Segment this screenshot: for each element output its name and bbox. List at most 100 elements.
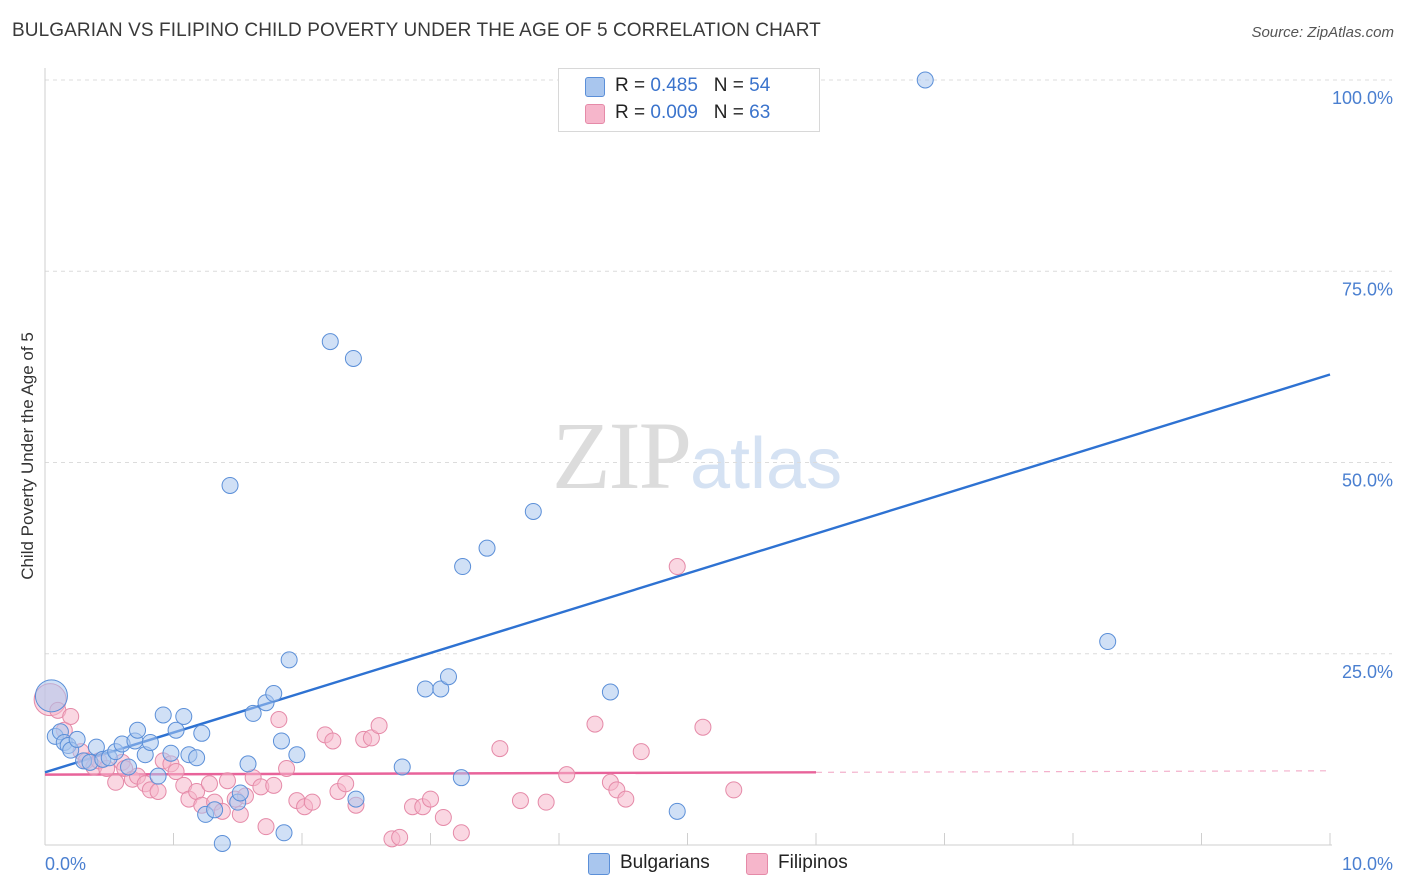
legend-n-value: 54	[749, 75, 771, 96]
y-tick-label: 50.0%	[1342, 471, 1393, 491]
y-tick-label: 75.0%	[1342, 279, 1393, 299]
bulgarian-point	[141, 733, 159, 751]
filipino-point	[324, 732, 342, 750]
legend-r-value: 0.009	[650, 102, 698, 123]
bulgarian-point	[188, 749, 206, 767]
bulgarian-point	[275, 824, 293, 842]
legend-r-label: R =	[615, 75, 651, 96]
bulgarian-point	[321, 333, 339, 351]
legend-text-filipinos: R = 0.009 N = 63	[615, 102, 770, 124]
bulgarian-point	[206, 801, 224, 819]
bottom-legend-label: Bulgarians	[620, 852, 710, 873]
watermark: ZIPatlas	[552, 400, 842, 511]
x-tick-label: 0.0%	[45, 854, 86, 874]
bulgarian-point	[68, 730, 86, 748]
bulgarian-point	[916, 71, 934, 89]
bottom-legend-swatch-pink	[746, 853, 768, 875]
filipino-point	[270, 711, 288, 729]
bulgarian-point	[149, 767, 167, 785]
bulgarian-point	[213, 834, 231, 852]
bulgarian-point	[34, 679, 68, 713]
filipino-point	[586, 715, 604, 733]
trend-layer	[44, 373, 1331, 776]
legend-r-value: 0.485	[650, 75, 698, 96]
legend-n-label: N =	[713, 102, 750, 123]
bulgarian-point	[193, 724, 211, 742]
bulgarian-point	[288, 746, 306, 764]
filipino-point	[218, 772, 236, 790]
legend-r-label: R =	[615, 102, 651, 123]
bulgarian-point	[244, 704, 262, 722]
legend-n-value: 63	[749, 102, 771, 123]
stats-legend: R = 0.485 N = 54 R = 0.009 N = 63	[558, 68, 820, 132]
bottom-legend-swatch-blue	[588, 853, 610, 875]
bulgarian-point	[280, 651, 298, 669]
y-tick-label: 100.0%	[1332, 88, 1393, 108]
bulgarian-point	[120, 758, 138, 776]
bulgarian-point	[393, 758, 411, 776]
filipino-point	[265, 776, 283, 794]
legend-text-bulgarians: R = 0.485 N = 54	[615, 75, 770, 97]
legend-swatch-pink	[585, 104, 605, 124]
bulgarian-point	[129, 721, 147, 739]
filipino-point	[668, 558, 686, 576]
filipino-point	[107, 773, 125, 791]
filipino-point	[370, 717, 388, 735]
x-tick-label: 10.0%	[1342, 854, 1393, 874]
filipino-point	[391, 828, 409, 846]
filipino-point	[278, 760, 296, 777]
source-credit: Source: ZipAtlas.com	[1251, 24, 1394, 41]
bulgarian-point	[454, 558, 472, 576]
filipino-point	[167, 763, 185, 781]
filipino-point	[434, 808, 452, 826]
bulgarian-point	[524, 502, 542, 520]
point-layer	[33, 71, 1117, 852]
y-tick-label: 25.0%	[1342, 662, 1393, 682]
bulgarian-point	[416, 680, 434, 698]
axis-layer	[44, 68, 1332, 846]
filipino-point	[558, 766, 576, 784]
bulgarian-point	[239, 755, 257, 773]
filipino-point	[452, 824, 470, 842]
filipino-point	[337, 775, 355, 793]
filipino-trend-extension	[815, 770, 1331, 773]
filipino-point	[617, 790, 635, 808]
bulgarian-point	[175, 707, 193, 725]
filipino-point	[511, 792, 529, 810]
label-layer: 25.0% 50.0% 75.0% 100.0% 0.0% 10.0% Child Pove…	[18, 88, 1393, 874]
grid-layer	[45, 79, 1392, 655]
bulgarian-point	[154, 706, 172, 724]
bulgarian-point	[668, 802, 686, 820]
filipino-point	[149, 782, 167, 800]
filipino-point	[491, 740, 509, 758]
filipino-point	[537, 793, 555, 811]
bulgarian-point	[1099, 633, 1117, 651]
bulgarian-point	[439, 668, 457, 686]
bulgarian-point	[344, 349, 362, 367]
filipino-point	[422, 790, 439, 808]
filipino-point	[200, 775, 218, 793]
legend-n-label: N =	[713, 75, 750, 96]
watermark-zip: ZIP	[552, 402, 692, 509]
bulgarian-point	[167, 721, 185, 739]
bulgarian-point	[272, 732, 290, 750]
filipino-point	[362, 729, 380, 747]
filipino-point	[62, 707, 80, 725]
bulgarian-point	[265, 685, 283, 703]
bulgarian-point	[452, 769, 470, 787]
watermark-atlas: atlas	[690, 424, 843, 504]
filipino-point	[303, 793, 321, 811]
filipino-point	[694, 718, 712, 736]
bulgarian-point	[231, 784, 249, 802]
filipino-point	[632, 743, 650, 761]
bulgarian-point	[478, 539, 496, 557]
bottom-legend-label: Filipinos	[778, 852, 848, 873]
legend-swatch-blue	[585, 77, 605, 97]
filipino-point	[725, 781, 743, 799]
bulgarian-point	[432, 680, 450, 698]
bulgarian-trend-line	[44, 373, 1331, 774]
bulgarian-point	[347, 790, 365, 808]
filipino-point	[257, 818, 275, 836]
bulgarian-point	[221, 476, 239, 494]
